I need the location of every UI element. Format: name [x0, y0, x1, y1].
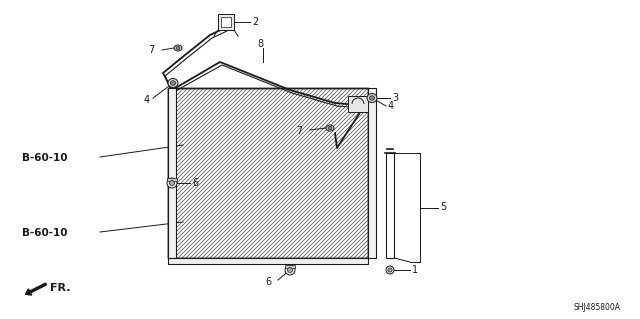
Bar: [218, 14, 234, 30]
Ellipse shape: [367, 93, 377, 102]
Ellipse shape: [176, 47, 180, 49]
Text: B-60-10: B-60-10: [22, 153, 67, 163]
Ellipse shape: [328, 127, 332, 130]
Bar: [348, 96, 368, 112]
Bar: [168, 88, 368, 258]
Circle shape: [167, 178, 177, 188]
Circle shape: [170, 181, 175, 186]
FancyArrow shape: [26, 283, 47, 295]
Bar: [368, 88, 376, 258]
Text: 6: 6: [265, 277, 271, 287]
Bar: [285, 265, 295, 268]
Ellipse shape: [168, 78, 178, 87]
Circle shape: [386, 266, 394, 274]
Text: 8: 8: [257, 39, 263, 49]
Text: 5: 5: [440, 203, 446, 212]
Bar: [386, 153, 394, 258]
Circle shape: [287, 268, 292, 272]
Ellipse shape: [170, 81, 175, 85]
Bar: [168, 88, 176, 258]
Text: SHJ485800A: SHJ485800A: [573, 303, 620, 313]
Bar: [167, 178, 177, 181]
Ellipse shape: [369, 96, 374, 100]
Ellipse shape: [174, 45, 182, 51]
Bar: [168, 258, 368, 264]
Ellipse shape: [326, 125, 334, 131]
Text: FR.: FR.: [50, 283, 70, 293]
Text: B-60-10: B-60-10: [22, 228, 67, 238]
Text: 7: 7: [148, 45, 154, 55]
Text: 2: 2: [252, 17, 259, 27]
Text: 6: 6: [192, 178, 198, 188]
Circle shape: [285, 265, 295, 275]
Text: 4: 4: [388, 101, 394, 111]
Text: 7: 7: [296, 126, 302, 136]
Text: 1: 1: [412, 265, 418, 275]
Text: 4: 4: [144, 95, 150, 105]
Text: 3: 3: [392, 93, 398, 103]
Circle shape: [388, 268, 392, 272]
Bar: [221, 17, 231, 27]
Bar: [168, 88, 368, 258]
